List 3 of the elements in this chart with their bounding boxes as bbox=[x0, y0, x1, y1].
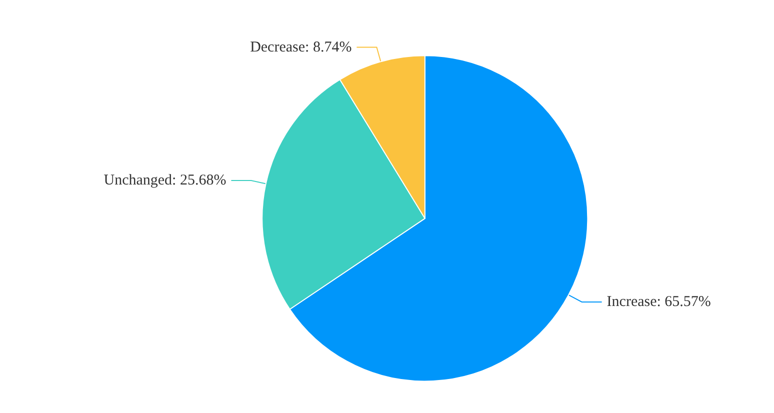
slice-label: Decrease: 8.74% bbox=[250, 39, 352, 56]
slice-label: Unchanged: 25.68% bbox=[104, 172, 226, 189]
slice-label: Increase: 65.57% bbox=[606, 294, 711, 310]
